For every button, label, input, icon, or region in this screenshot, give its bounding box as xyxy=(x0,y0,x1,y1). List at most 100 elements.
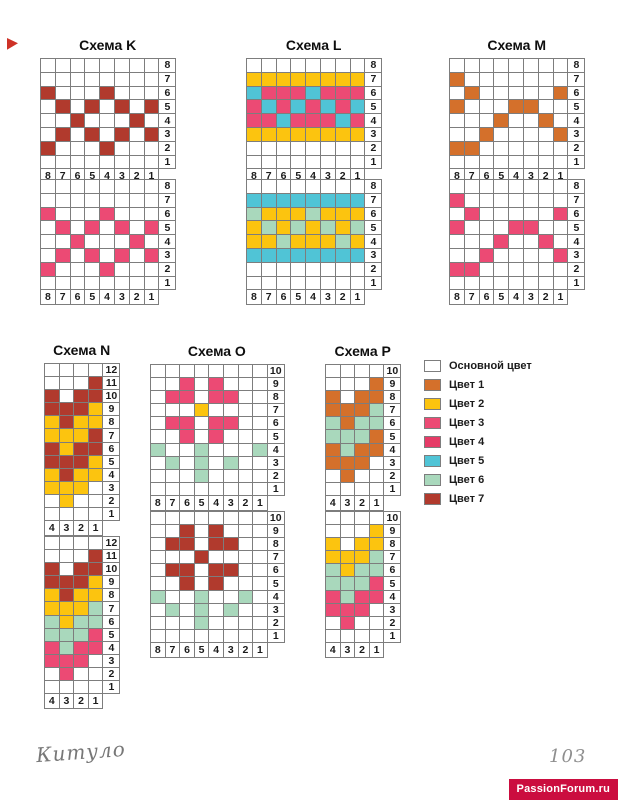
grid-cell xyxy=(209,538,223,551)
grid-cell xyxy=(129,100,144,114)
row-label: 7 xyxy=(365,72,382,86)
grid-cell xyxy=(129,114,144,127)
grid-cell xyxy=(369,482,384,495)
grid-cell xyxy=(553,155,568,169)
row-label: 10 xyxy=(267,365,284,378)
row-label: 1 xyxy=(103,681,120,694)
grid-cell xyxy=(326,482,340,495)
grid-cell xyxy=(114,262,129,276)
grid-cell xyxy=(59,641,74,654)
grid-cell xyxy=(114,59,129,72)
grid-cell xyxy=(100,248,114,262)
grid-cell xyxy=(261,221,276,235)
grid-cell xyxy=(194,391,209,404)
grid-cell xyxy=(238,443,253,456)
grid-cell xyxy=(165,538,180,551)
row-label: 5 xyxy=(267,577,284,590)
grid-cell xyxy=(494,248,509,262)
grid-cell xyxy=(209,378,223,391)
column-label: 5 xyxy=(291,290,306,305)
grid-cell xyxy=(41,221,55,235)
grid-cell xyxy=(335,127,350,141)
grid-cell xyxy=(100,86,114,100)
grid-cell xyxy=(494,127,509,141)
row-label: 8 xyxy=(267,391,284,404)
grid-cell xyxy=(88,589,103,602)
grid-cell xyxy=(479,100,494,114)
row-label: 1 xyxy=(365,276,382,290)
grid-cell xyxy=(276,114,291,127)
grid-cell xyxy=(194,469,209,482)
grid-cell xyxy=(180,590,194,603)
grid-cell xyxy=(276,155,291,169)
row-label: 3 xyxy=(103,654,120,667)
grid-cell xyxy=(55,180,70,193)
grid-cell xyxy=(45,455,59,468)
row-label: 8 xyxy=(568,180,585,193)
grid-cell xyxy=(88,681,103,694)
legend-entry: Цвет 6 xyxy=(424,474,532,486)
grid-cell xyxy=(355,551,369,564)
grid-cell xyxy=(59,468,74,481)
grid-cell xyxy=(238,538,253,551)
grid-cell xyxy=(151,629,165,642)
grid-cell xyxy=(247,72,261,86)
row-label: 8 xyxy=(103,416,120,429)
row-label: 6 xyxy=(384,417,401,430)
row-label: 7 xyxy=(103,602,120,615)
grid-cell xyxy=(70,235,85,248)
grid-cell xyxy=(129,127,144,141)
grid-cell xyxy=(209,430,223,443)
grid-cell xyxy=(70,114,85,127)
grid-cell xyxy=(59,494,74,508)
color-legend: Основной цвет Цвет 1 Цвет 2 Цвет 3 Цвет 4 Цве… xyxy=(424,360,532,512)
grid-cell xyxy=(509,221,523,235)
grid-cell xyxy=(223,629,238,642)
grid-cell xyxy=(165,629,180,642)
grid-cell xyxy=(238,512,253,525)
grid-cell xyxy=(100,100,114,114)
grid-cell xyxy=(479,248,494,262)
grid-cell xyxy=(59,563,74,576)
grid-cell xyxy=(369,404,384,417)
column-label: 6 xyxy=(180,642,194,657)
grid-cell xyxy=(494,72,509,86)
grid-cell xyxy=(350,127,365,141)
row-label: 4 xyxy=(384,590,401,603)
chart-title: Схема L xyxy=(285,37,342,53)
legend-label: Цвет 1 xyxy=(449,379,485,391)
row-label: 6 xyxy=(159,207,176,221)
row-label: 10 xyxy=(103,390,120,403)
grid-cell xyxy=(74,468,88,481)
grid-cell xyxy=(553,127,568,141)
legend-swatch xyxy=(424,455,441,467)
grid-cell xyxy=(276,221,291,235)
grid-cell xyxy=(494,59,509,72)
grid-cell xyxy=(553,86,568,100)
grid-cell xyxy=(340,404,355,417)
grid-cell xyxy=(306,221,320,235)
grid-cell xyxy=(369,616,384,629)
column-label: 6 xyxy=(180,495,194,510)
grid-cell xyxy=(180,391,194,404)
grid-cell xyxy=(253,603,267,616)
grid-cell xyxy=(464,276,479,290)
grid-cell xyxy=(538,72,553,86)
row-label: 5 xyxy=(103,455,120,468)
grid-cell xyxy=(320,180,335,193)
grid-cell xyxy=(59,416,74,429)
grid-cell xyxy=(70,180,85,193)
grid-cell xyxy=(450,114,464,127)
grid-cell xyxy=(320,193,335,207)
grid-cell xyxy=(494,262,509,276)
grid-cell xyxy=(74,654,88,667)
grid-cell xyxy=(369,512,384,525)
row-label: 8 xyxy=(384,538,401,551)
row-label: 4 xyxy=(103,468,120,481)
grid-cell xyxy=(114,248,129,262)
row-label: 4 xyxy=(267,590,284,603)
grid-cell xyxy=(45,416,59,429)
grid-cell xyxy=(276,193,291,207)
grid-cell xyxy=(335,100,350,114)
